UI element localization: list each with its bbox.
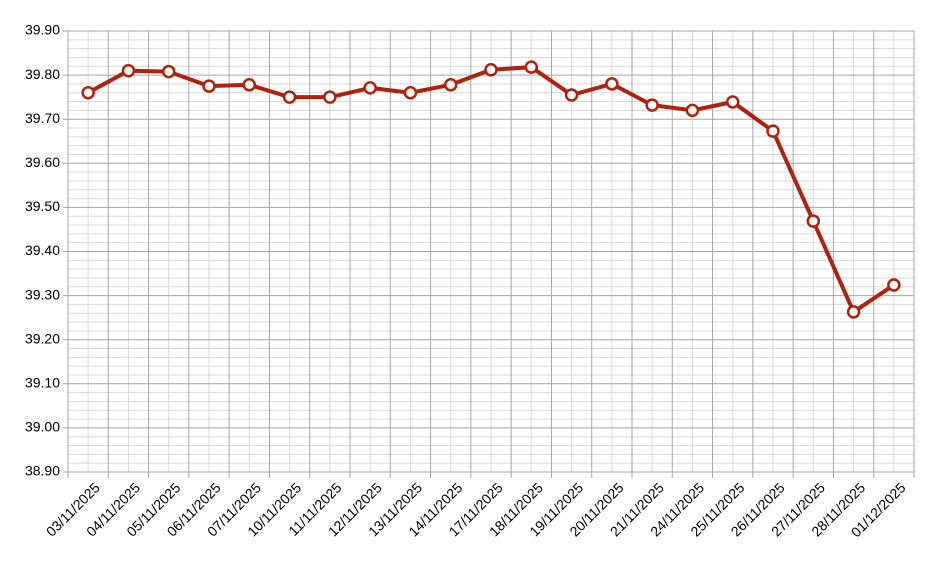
y-tick-label: 39.30 xyxy=(25,286,60,302)
point xyxy=(443,78,458,92)
y-tick-label: 39.40 xyxy=(25,242,60,258)
y-tick-label: 39.90 xyxy=(25,22,60,38)
y-tick-label: 39.00 xyxy=(25,419,60,435)
point xyxy=(806,214,821,228)
y-tick-label: 39.20 xyxy=(25,330,60,346)
y-tick-label: 39.10 xyxy=(25,375,60,391)
point xyxy=(564,88,579,102)
y-tick-label: 39.80 xyxy=(25,66,60,82)
point xyxy=(121,63,136,78)
y-tick-label: 39.70 xyxy=(25,110,60,126)
y-tick-label: 39.50 xyxy=(25,198,60,214)
point xyxy=(202,79,216,93)
point xyxy=(887,278,901,292)
point xyxy=(524,60,539,74)
y-tick-label: 38.90 xyxy=(25,463,60,479)
point xyxy=(403,85,418,100)
point xyxy=(282,90,297,104)
point xyxy=(766,124,780,138)
point xyxy=(81,85,95,100)
point xyxy=(645,98,659,112)
point xyxy=(685,103,700,118)
point xyxy=(161,64,176,79)
point xyxy=(846,305,861,319)
point xyxy=(605,77,619,91)
y-tick-label: 39.60 xyxy=(25,154,60,170)
plot-border xyxy=(67,30,915,473)
point xyxy=(484,63,498,77)
point xyxy=(323,90,337,104)
point xyxy=(242,78,257,92)
point xyxy=(363,81,377,95)
point xyxy=(725,95,740,109)
